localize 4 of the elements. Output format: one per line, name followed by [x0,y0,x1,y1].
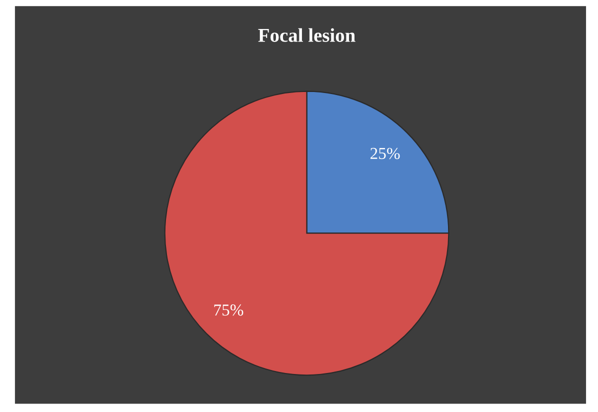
data-label: 75% [214,304,244,316]
data-label: 25% [370,148,400,160]
pie-slice [164,90,450,376]
chart-title: Focal lesion [258,28,356,42]
